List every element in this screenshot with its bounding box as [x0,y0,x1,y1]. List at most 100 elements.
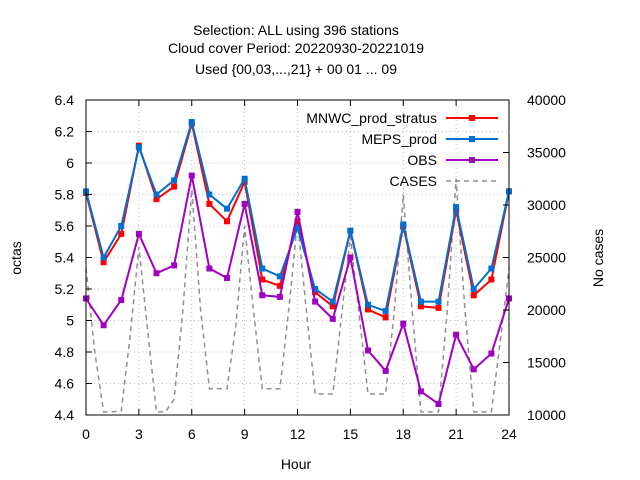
data-point [153,196,160,203]
y2-tick-label: 40000 [527,92,566,108]
x-tick-label: 9 [241,426,249,442]
legend-marker [469,115,475,121]
data-point [100,259,107,266]
data-point [206,191,213,198]
data-point [435,400,442,407]
x-axis-label: Hour [281,456,312,472]
tick-labels: 0 3 6 9 12 15 18 21 24 4.4 4.6 4.8 5 5.2 5.4 5.6 5.8 6 6.2… [55,92,567,442]
series-obs [83,172,512,407]
data-point [435,304,442,311]
y2-tick-label: 10000 [527,407,566,423]
data-point [453,331,460,338]
y2-tick-label: 35000 [527,145,566,161]
data-point [135,144,142,151]
data-point [488,350,495,357]
data-point [365,306,371,313]
x-tick-label: 3 [135,426,143,442]
y2-tick-label: 25000 [527,250,566,266]
data-point [294,224,301,231]
data-point [470,286,477,292]
data-point [276,273,283,280]
title-line-1: Selection: ALL using 396 stations [193,22,399,38]
legend-entry-obs: OBS [407,152,498,168]
data-point [259,292,266,299]
data-point [435,298,442,305]
series-mnwc-prod-stratus [83,120,512,321]
data-point [118,223,125,229]
data-point [118,230,125,237]
data-point [488,276,495,283]
x-tick-label: 18 [395,426,411,442]
y-tick-label: 6.2 [55,124,75,140]
legend: MNWC_prod_stratus MEPS_prod OBS CASES [306,110,498,189]
data-point [400,320,407,327]
legend-label: MEPS_prod [362,131,437,147]
data-point [206,200,213,207]
x-tick-label: 24 [501,426,517,442]
data-point [153,191,160,198]
legend-label: MNWC_prod_stratus [306,110,437,126]
y-tick-label: 5.8 [55,187,75,203]
data-point [329,303,336,310]
data-point [365,347,371,354]
y-tick-label: 5.4 [55,250,75,266]
y-axis-label: octas [8,241,24,274]
legend-entry-mnwc-prod-stratus: MNWC_prod_stratus [306,110,498,126]
data-point [453,204,460,211]
data-point [171,177,178,184]
data-point [259,276,266,283]
legend-label: OBS [407,152,437,168]
y2-axis-label: No cases [590,229,606,287]
data-point [312,286,319,292]
title-line-2: Cloud cover Period: 20220930-20221019 [168,40,424,56]
data-point [276,282,283,289]
data-point [171,183,178,190]
data-point [224,218,230,225]
data-point [188,172,195,179]
data-point [417,388,424,395]
data-point [153,270,160,277]
data-point [382,314,389,321]
data-point [241,175,248,182]
x-tick-label: 0 [82,426,90,442]
y-tick-label: 4.8 [55,344,75,360]
x-tick-label: 12 [290,426,306,442]
x-tick-label: 6 [188,426,196,442]
chart-title: Selection: ALL using 396 stations Cloud … [168,22,424,77]
legend-label: CASES [390,173,437,189]
data-point [347,254,354,261]
y-tick-label: 4.6 [55,376,75,392]
data-point [470,366,477,373]
data-point [417,298,424,305]
data-point [241,200,248,207]
axis-ticks [85,99,510,416]
series-meps-prod [83,118,512,315]
y2-tick-label: 15000 [527,355,566,371]
data-point [171,262,178,269]
legend-entry-cases: CASES [390,173,498,189]
data-point [382,308,389,315]
data-point [100,254,107,261]
data-point [365,301,371,308]
data-point [329,315,336,322]
data-point [400,221,407,228]
x-tick-label: 15 [343,426,359,442]
data-point [259,265,266,272]
legend-entry-meps-prod: MEPS_prod [362,131,498,147]
data-point [118,297,125,304]
legend-marker [469,136,475,142]
y-tick-label: 5.2 [55,281,75,297]
grid-lines [86,100,509,415]
data-point [470,292,477,299]
data-point [294,208,301,215]
y-tick-label: 6.4 [55,92,75,108]
data-point [276,293,283,300]
data-point [224,205,230,212]
series-layer [83,118,512,413]
y-tick-label: 5.6 [55,218,75,234]
data-point [312,289,319,296]
y-tick-label: 6 [66,155,74,171]
data-point [206,265,213,272]
data-point [294,218,301,225]
data-point [382,367,389,374]
